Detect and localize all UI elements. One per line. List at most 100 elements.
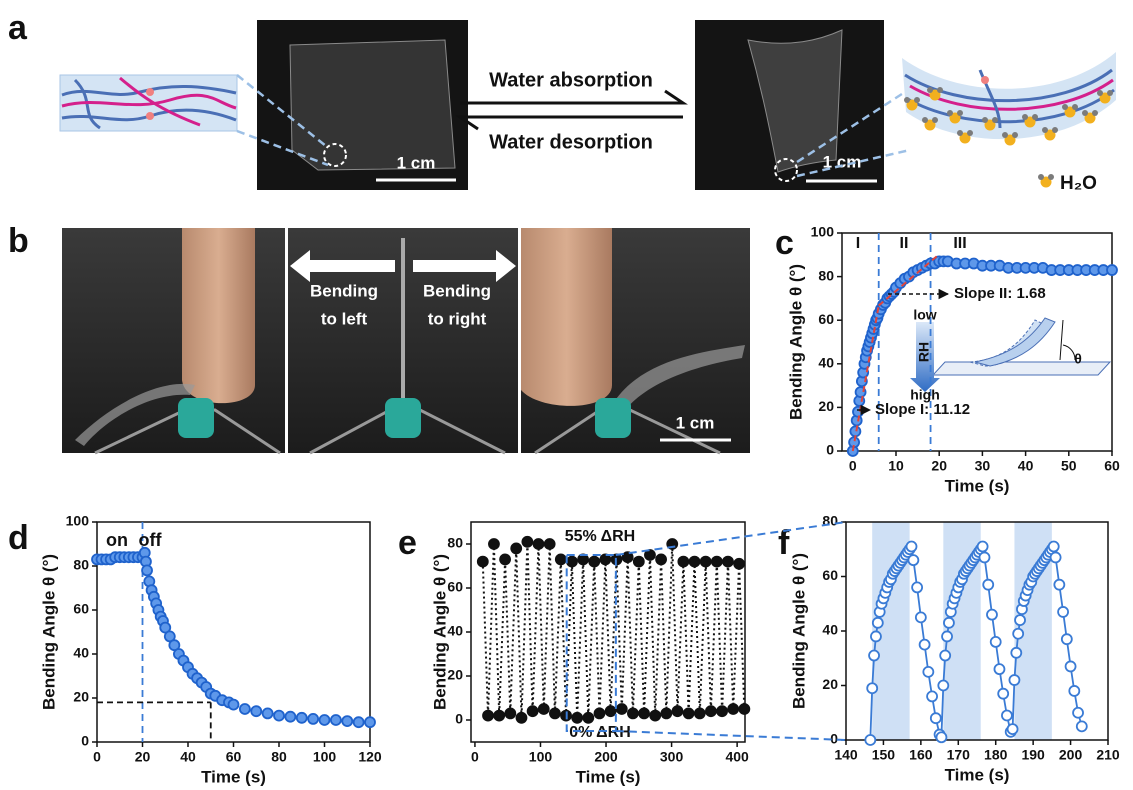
data-point xyxy=(716,705,728,718)
y-tick-label: 60 xyxy=(447,579,463,595)
data-point xyxy=(911,581,924,594)
y-tick-label: 80 xyxy=(818,267,834,283)
y-tick-label: 0 xyxy=(455,711,463,727)
data-point xyxy=(914,611,927,624)
data-point xyxy=(307,713,320,725)
data-point xyxy=(918,638,931,651)
data-point xyxy=(866,682,879,695)
data-point xyxy=(926,690,938,703)
data-point xyxy=(868,649,880,662)
data-point xyxy=(993,663,1006,676)
x-tick-label: 10 xyxy=(888,458,904,474)
network-schematic-dry xyxy=(59,74,238,132)
data-point xyxy=(515,711,528,724)
data-point xyxy=(604,705,617,718)
data-point xyxy=(571,711,584,724)
data-point xyxy=(922,665,935,678)
data-point xyxy=(510,542,523,555)
data-point xyxy=(329,714,342,726)
panel-label: d xyxy=(8,519,29,557)
x-tick-label: 30 xyxy=(975,458,991,474)
data-point xyxy=(939,649,952,662)
data-point xyxy=(168,639,181,652)
inset-label: RH xyxy=(916,342,932,362)
data-point xyxy=(1012,627,1025,640)
annotation: 0% ΔRH xyxy=(569,724,631,741)
zoom-connector xyxy=(615,730,847,741)
zoom-line xyxy=(796,90,906,164)
data-point xyxy=(1064,660,1077,673)
data-point xyxy=(364,716,376,729)
x-tick-label: 200 xyxy=(594,749,618,765)
reaction-label: Water desorption xyxy=(489,131,653,153)
data-point xyxy=(722,555,734,568)
x-tick-label: 0 xyxy=(849,458,857,474)
x-tick-label: 300 xyxy=(660,749,684,765)
photo-bend-right: 1 cm xyxy=(521,228,750,455)
y-tick-label: 20 xyxy=(818,398,834,414)
data-point xyxy=(864,734,877,746)
data-point xyxy=(504,707,517,720)
y-tick-label: 0 xyxy=(81,733,89,749)
fit-line xyxy=(851,305,880,452)
data-point xyxy=(488,538,500,550)
x-axis-label: Time (s) xyxy=(201,767,266,786)
x-tick-label: 180 xyxy=(984,747,1008,763)
data-point xyxy=(852,405,864,418)
data-point xyxy=(499,553,511,566)
data-point xyxy=(566,555,578,568)
data-point xyxy=(733,557,746,570)
x-axis-label: Time (s) xyxy=(945,476,1010,495)
arrow-label: Bending xyxy=(423,281,491,300)
y-tick-label: 60 xyxy=(73,601,89,617)
y-tick-label: 40 xyxy=(818,355,834,371)
data-point xyxy=(543,538,556,550)
y-tick-label: 0 xyxy=(826,442,834,458)
y-tick-label: 100 xyxy=(811,224,835,240)
x-tick-label: 100 xyxy=(529,749,553,765)
y-tick-label: 80 xyxy=(447,535,463,551)
scale-bar-label: 1 cm xyxy=(397,153,436,172)
data-point xyxy=(1006,723,1019,735)
data-point xyxy=(705,705,717,718)
data-point xyxy=(521,535,534,548)
x-tick-label: 150 xyxy=(872,747,896,763)
y-tick-label: 0 xyxy=(830,731,838,747)
y-tick-label: 60 xyxy=(818,311,834,327)
photo-dry-film: 1 cm xyxy=(257,20,468,190)
x-tick-label: 40 xyxy=(180,749,196,765)
arrow-label: Bending xyxy=(310,281,378,300)
data-point xyxy=(1049,551,1062,564)
data-point xyxy=(671,705,684,718)
zoom-line xyxy=(236,129,329,167)
plot-frame xyxy=(841,232,1113,452)
panel-label: a xyxy=(8,9,28,47)
panel-label: c xyxy=(775,224,794,262)
data-point xyxy=(929,712,942,725)
data-point xyxy=(1053,578,1066,591)
data-point xyxy=(615,703,628,715)
data-point xyxy=(997,687,1010,700)
data-point xyxy=(943,616,955,629)
data-point xyxy=(660,707,673,720)
data-point xyxy=(163,630,176,643)
data-point xyxy=(871,616,884,629)
data-line xyxy=(481,541,746,718)
data-point xyxy=(318,714,331,726)
bending-schematic xyxy=(931,317,1112,376)
data-point xyxy=(554,553,567,566)
data-point xyxy=(710,555,723,568)
data-point xyxy=(341,715,354,727)
x-tick-label: 400 xyxy=(725,749,749,765)
x-tick-label: 20 xyxy=(135,749,151,765)
data-point xyxy=(688,555,701,568)
data-point xyxy=(599,553,612,566)
panel-label: b xyxy=(8,222,29,260)
data-point xyxy=(982,578,995,591)
x-tick-label: 190 xyxy=(1021,747,1045,763)
selection-box xyxy=(565,554,617,732)
x-tick-label: 160 xyxy=(909,747,933,763)
photo-wet-film: 1 cm xyxy=(695,20,884,190)
